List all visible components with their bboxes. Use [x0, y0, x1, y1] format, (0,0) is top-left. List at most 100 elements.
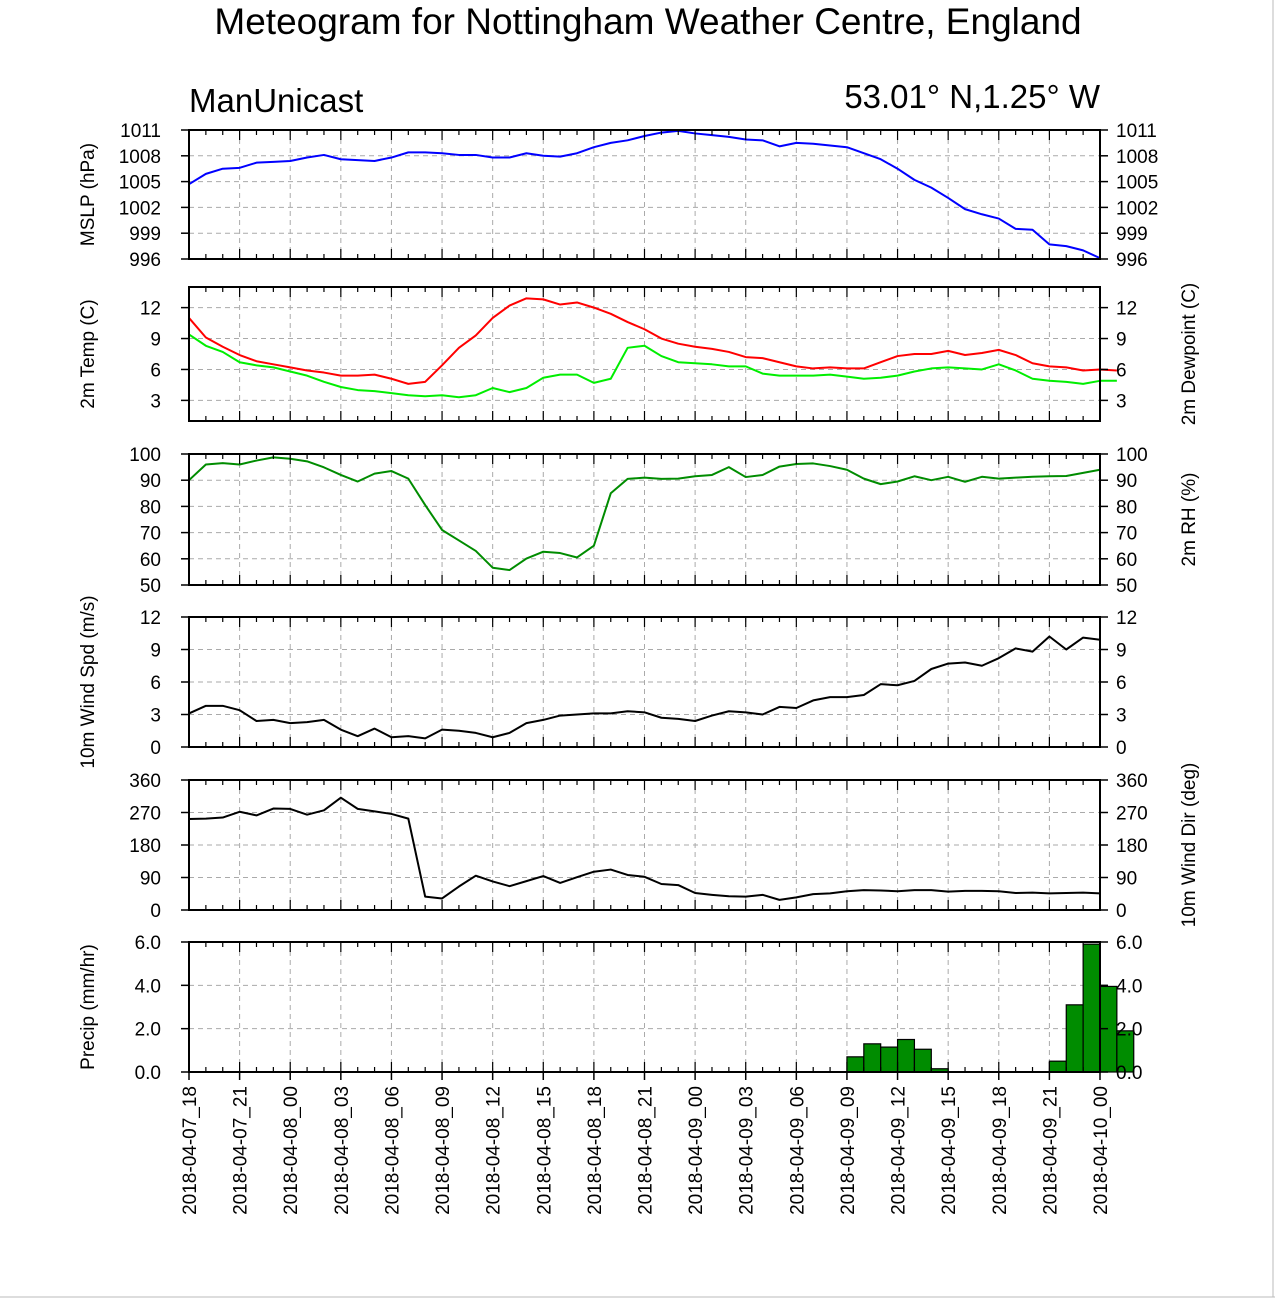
y-tick-label-left: 12: [140, 299, 161, 320]
y-tick-label-right: 0: [1116, 901, 1127, 922]
y-tick-label-right: 70: [1116, 524, 1137, 545]
y-tick-label-left: 60: [140, 550, 161, 571]
series-line-1: [188, 635, 1101, 740]
y-axis-label-left: Precip (mm/hr): [78, 944, 99, 1070]
y-tick-label-left: 4.0: [135, 976, 161, 997]
precip-bar: [880, 1046, 899, 1073]
y-tick-label-right: 60: [1116, 550, 1137, 571]
y-tick-label-right: 9: [1116, 330, 1127, 351]
y-tick-label-left: 2.0: [135, 1020, 161, 1041]
y-tick-label-right: 90: [1116, 869, 1137, 890]
y-tick-label-left: 1011: [120, 121, 161, 142]
y-tick-label-left: 100: [129, 445, 161, 466]
y-tick-label-right: 6: [1116, 673, 1127, 694]
x-tick-label: 2018-04-08_15: [534, 1086, 555, 1215]
y-tick-label-right: 1005: [1116, 173, 1158, 194]
y-tick-label-right: 100: [1116, 445, 1148, 466]
y-tick-label-left: 6.0: [135, 933, 161, 954]
y-tick-label-right: 0.0: [1116, 1063, 1142, 1084]
y-tick-label-right: 90: [1116, 471, 1137, 492]
y-tick-label-right: 180: [1116, 836, 1148, 857]
y-tick-label-right: 12: [1116, 608, 1137, 629]
panel-4: 0 0 3 3 6 6 9 9 12 12 10m Wind Spd (m/s): [78, 595, 1137, 768]
precip-bar: [863, 1043, 882, 1073]
y-axis-label-right: 10m Wind Dir (deg): [1179, 763, 1200, 928]
x-tick-label: 2018-04-08_12: [484, 1086, 505, 1215]
panel-frame: [188, 453, 1101, 586]
y-axis-label-left: MSLP (hPa): [78, 143, 99, 246]
y-tick-label-left: 3: [150, 391, 161, 412]
y-tick-label-right: 360: [1116, 771, 1148, 792]
y-tick-label-right: 9: [1116, 641, 1127, 662]
precip-bar: [1065, 1004, 1084, 1073]
panel-frame: [188, 286, 1101, 422]
chart-title: Meteogram for Nottingham Weather Centre,…: [214, 1, 1081, 42]
y-tick-label-left: 999: [129, 224, 161, 245]
x-tick-label: 2018-04-09_06: [787, 1086, 808, 1215]
x-tick-label: 2018-04-07_21: [231, 1086, 252, 1215]
y-tick-label-right: 6: [1116, 360, 1127, 381]
x-tick-label: 2018-04-09_15: [939, 1086, 960, 1215]
y-tick-label-left: 9: [150, 641, 161, 662]
x-tick-label: 2018-04-09_21: [1040, 1086, 1061, 1215]
x-tick-label: 2018-04-07_18: [180, 1086, 201, 1215]
x-tick-label: 2018-04-10_00: [1091, 1086, 1112, 1215]
y-tick-label-left: 90: [140, 471, 161, 492]
chart-subtitle-left: ManUnicast: [189, 82, 363, 119]
y-tick-label-left: 996: [129, 250, 161, 271]
y-tick-label-right: 80: [1116, 497, 1137, 518]
precip-bar: [896, 1038, 916, 1073]
y-tick-label-right: 6.0: [1116, 933, 1142, 954]
precip-bar: [846, 1056, 865, 1073]
panel-6: 0.0 0.0 2.0 2.0 4.0 4.0 6.0 6.0 Precip (mm/hr): [78, 933, 1142, 1084]
panel-frame: [188, 616, 1101, 748]
x-tick-label: 2018-04-09_12: [889, 1086, 910, 1215]
panel-frame: [188, 129, 1101, 260]
panel-frame: [188, 779, 1101, 911]
y-axis-label-right: 2m RH (%): [1179, 473, 1200, 567]
y-tick-label-left: 1005: [119, 173, 161, 194]
y-tick-label-left: 70: [140, 524, 161, 545]
y-tick-label-left: 0: [150, 738, 161, 759]
x-axis-labels: 2018-04-07_18 2018-04-07_21 2018-04-08_00 2…: [180, 1086, 1112, 1215]
x-tick-label: 2018-04-08_00: [281, 1086, 302, 1215]
y-tick-label-right: 996: [1116, 250, 1148, 271]
y-tick-label-left: 0.0: [135, 1063, 161, 1084]
precip-bar: [1048, 1060, 1067, 1073]
y-tick-label-right: 50: [1116, 576, 1137, 597]
y-tick-label-right: 0: [1116, 738, 1127, 759]
y-tick-label-left: 180: [129, 836, 161, 857]
y-axis-label-right: 2m Dewpoint (C): [1179, 283, 1200, 426]
panel-5: 0 0 90 90 180 180 270 270 360 360 10m Wind Dir (de…: [129, 763, 1200, 928]
y-tick-label-left: 270: [129, 804, 161, 825]
y-tick-label-right: 999: [1116, 224, 1148, 245]
x-tick-label: 2018-04-08_06: [382, 1086, 403, 1215]
y-tick-label-right: 270: [1116, 804, 1148, 825]
y-tick-label-left: 1008: [119, 147, 161, 168]
y-axis-label-left: 2m Temp (C): [78, 299, 99, 408]
y-tick-label-left: 6: [150, 360, 161, 381]
y-tick-label-left: 1002: [119, 198, 161, 219]
y-tick-label-right: 4.0: [1116, 976, 1142, 997]
precip-bar: [1116, 1030, 1135, 1073]
panel-frame: [188, 941, 1101, 1073]
panel-1: 996 996 999 999 1002 1002 1005 1005 1008 1008 1011…: [78, 121, 1158, 271]
panel-2: 3 3 6 6 9 9 12 12 2m Temp (C) 2m Dewpoint (C): [78, 283, 1200, 426]
y-tick-label-right: 3: [1116, 706, 1127, 727]
x-tick-label: 2018-04-08_09: [433, 1086, 454, 1215]
y-tick-label-left: 80: [140, 497, 161, 518]
series-line-1: [188, 796, 1101, 901]
precip-bar: [1082, 943, 1101, 1073]
y-tick-label-left: 0: [150, 901, 161, 922]
y-tick-label-right: 3: [1116, 391, 1127, 412]
y-tick-label-left: 12: [140, 608, 161, 629]
x-tick-label: 2018-04-09_18: [990, 1086, 1011, 1215]
y-tick-label-left: 360: [129, 771, 161, 792]
precip-bar: [913, 1048, 932, 1073]
y-axis-label-left: 10m Wind Spd (m/s): [78, 595, 99, 768]
panel-3: 50 50 60 60 70 70 80 80 90 90 100 100 2m RH (%): [129, 445, 1200, 597]
y-tick-label-right: 12: [1116, 299, 1137, 320]
